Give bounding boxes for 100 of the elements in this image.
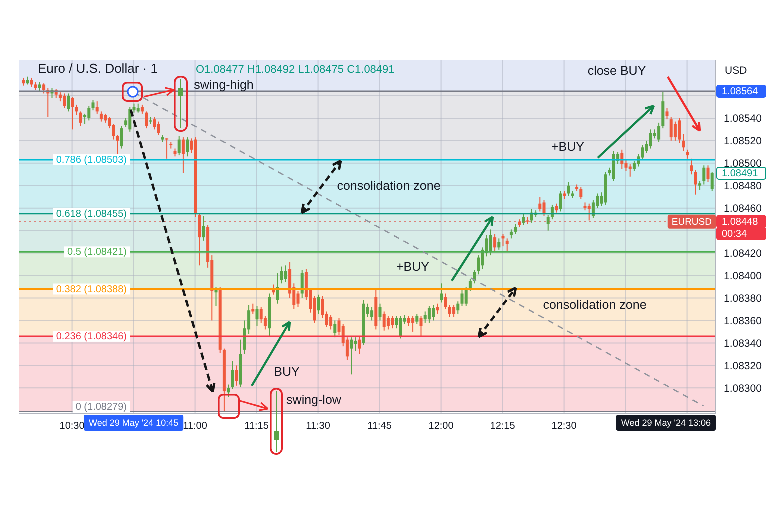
candlestick — [489, 229, 492, 256]
annotation: BUY — [274, 365, 301, 379]
candlestick — [424, 311, 427, 324]
candlestick — [567, 182, 570, 196]
candlestick — [460, 290, 464, 307]
y-tick-label: 1.08420 — [724, 248, 762, 260]
candlestick — [334, 320, 337, 338]
text: 1.08448 — [722, 216, 759, 228]
annotation: swing-low — [286, 393, 342, 407]
candlestick — [178, 136, 181, 156]
candlestick — [670, 116, 673, 142]
candlestick — [202, 216, 206, 242]
candlestick — [182, 137, 185, 174]
candlestick — [92, 100, 95, 112]
candlestick — [678, 118, 682, 144]
y-tick-label: 1.08360 — [724, 315, 762, 328]
candlestick — [448, 304, 452, 318]
candlestick — [42, 83, 46, 94]
annotation: +BUY — [396, 260, 430, 274]
y-tick-label: 1.08460 — [724, 203, 762, 216]
candlestick — [514, 224, 518, 235]
candlestick — [538, 196, 542, 212]
y-tick-label: 1.08340 — [724, 338, 762, 350]
candlestick — [79, 111, 82, 127]
y-tick-label: 1.08320 — [724, 360, 762, 372]
candlestick — [370, 306, 374, 322]
x-tick-label: 11:15 — [244, 421, 270, 432]
ref-line-label: 0.236 (1.08346) — [56, 330, 127, 342]
candlestick — [354, 337, 358, 352]
ref-line-label: 0 (1.08279) — [76, 402, 127, 412]
y-tick-label: 1.08540 — [724, 113, 762, 126]
candlestick — [145, 111, 148, 130]
candlestick — [128, 106, 132, 132]
candlestick — [494, 234, 497, 252]
candlestick — [440, 283, 444, 304]
candlestick — [260, 306, 263, 324]
candlestick — [198, 213, 202, 266]
candlestick — [399, 316, 402, 340]
y-tick-label: 1.08380 — [724, 292, 762, 305]
candlestick — [444, 293, 448, 310]
ref-line-label: 0.382 (1.08388) — [56, 284, 127, 295]
candlestick — [649, 129, 652, 150]
candlestick — [706, 165, 710, 183]
candlestick — [580, 186, 583, 200]
chart-title: Euro / U.S. Dollar · 1 — [38, 61, 158, 76]
candlestick — [386, 316, 390, 330]
ref-line-label: EURUSD — [672, 216, 712, 228]
chart-subtitle: O1.08477 H1.08492 L1.08475 C1.08491 — [196, 64, 395, 76]
candlestick — [300, 270, 304, 299]
candlestick — [694, 170, 698, 196]
candlestick — [432, 304, 436, 322]
candlestick — [358, 336, 362, 355]
annotation: consolidation zone — [337, 179, 441, 193]
y-tick-label: 1.08520 — [724, 136, 762, 148]
candlestick — [456, 301, 460, 314]
candlestick — [317, 294, 320, 314]
candlestick — [506, 238, 509, 252]
candlestick — [416, 313, 419, 325]
candlestick — [588, 203, 591, 222]
text: Wed 29 May '24 13:06 — [621, 418, 711, 428]
candlestick — [256, 306, 259, 327]
candlestick — [350, 337, 354, 376]
y-tick-label: 1.08400 — [724, 270, 762, 282]
y-axis-title: USD — [725, 65, 748, 77]
candlestick — [542, 200, 546, 217]
candlestick — [120, 126, 124, 150]
candlestick — [498, 238, 501, 250]
candlestick — [550, 204, 554, 220]
candlestick — [88, 106, 91, 122]
candlestick — [641, 144, 644, 161]
candlestick — [231, 360, 234, 390]
candlestick — [382, 311, 386, 332]
candlestick — [75, 104, 78, 116]
candlestick — [407, 316, 410, 327]
candlestick — [296, 291, 300, 308]
ref-line-label: 0.5 (1.08421) — [68, 246, 127, 258]
candlestick — [632, 160, 636, 172]
candlestick — [63, 93, 66, 109]
candlestick — [452, 304, 456, 318]
x-tick-label: 12:30 — [552, 421, 578, 432]
candlestick — [378, 303, 382, 322]
text: 1.08491 — [722, 168, 759, 179]
x-tick-label: 12:15 — [490, 421, 516, 432]
candlestick — [330, 314, 333, 330]
ref-line-label: 0.618 (1.08455) — [56, 208, 127, 220]
candlestick — [559, 190, 562, 212]
candlestick — [522, 213, 526, 226]
candlestick — [284, 265, 288, 284]
candlestick — [116, 134, 120, 156]
y-tick-label: 1.08300 — [724, 382, 762, 395]
candlestick — [227, 384, 230, 398]
candlestick — [100, 111, 103, 122]
candlestick — [235, 365, 238, 386]
candlestick — [546, 214, 550, 232]
annotation: swing-high — [194, 78, 254, 92]
candlestick — [702, 165, 706, 186]
candlestick — [592, 200, 595, 219]
candlestick — [71, 96, 74, 130]
candlestick — [153, 116, 156, 130]
annotation: consolidation zone — [543, 298, 647, 312]
